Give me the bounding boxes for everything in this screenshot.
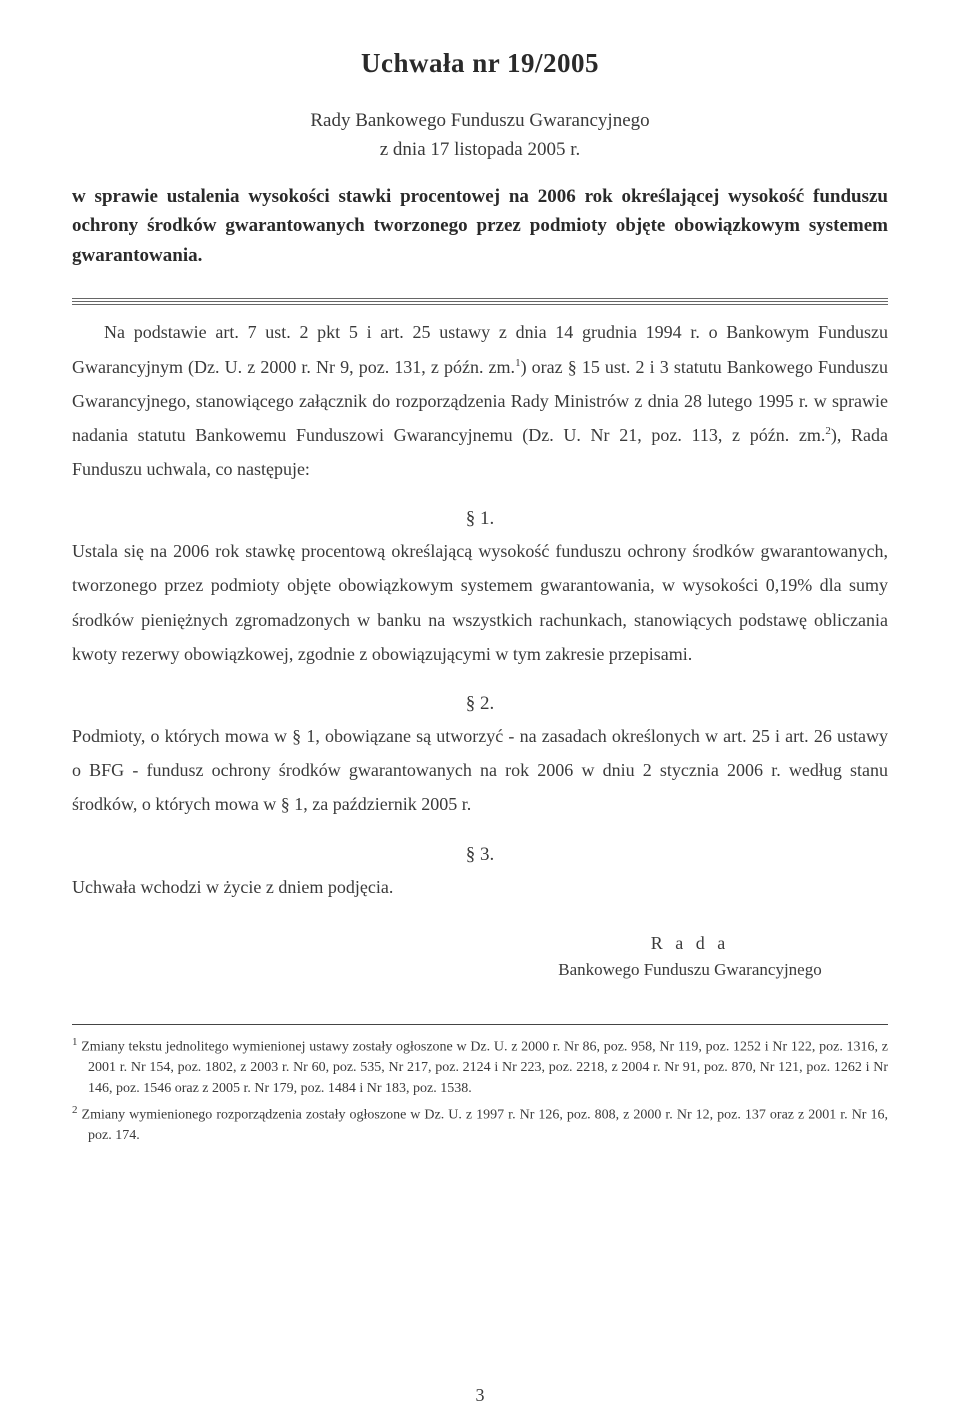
issuing-body: Rady Bankowego Funduszu Gwarancyjnego — [310, 110, 649, 131]
document-subtitle: Rady Bankowego Funduszu Gwarancyjnego z … — [72, 107, 888, 164]
document-title: Uchwała nr 19/2005 — [72, 48, 888, 79]
section-1-number: § 1. — [72, 508, 888, 530]
document-date: z dnia 17 listopada 2005 r. — [380, 139, 581, 160]
document-subject: w sprawie ustalenia wysokości stawki pro… — [72, 182, 888, 270]
page-number: 3 — [0, 1385, 960, 1406]
signature-block: R a d a Bankowego Funduszu Gwarancyjnego — [72, 930, 888, 983]
signature-body: Bankowego Funduszu Gwarancyjnego — [492, 957, 888, 983]
footnote-1-text: Zmiany tekstu jednolitego wymienionej us… — [78, 1040, 889, 1096]
signature-title: R a d a — [492, 930, 888, 957]
section-2-number: § 2. — [72, 693, 888, 715]
section-1-text: Ustala się na 2006 rok stawkę procentową… — [72, 534, 888, 671]
section-2-text: Podmioty, o których mowa w § 1, obowiąza… — [72, 719, 888, 822]
divider-line — [72, 298, 888, 299]
section-3-text: Uchwała wchodzi w życie z dniem podjęcia… — [72, 870, 888, 904]
divider-group — [72, 298, 888, 305]
footnote-1: 1 Zmiany tekstu jednolitego wymienionej … — [72, 1035, 888, 1099]
divider-line — [72, 301, 888, 302]
preamble-paragraph: Na podstawie art. 7 ust. 2 pkt 5 i art. … — [72, 315, 888, 486]
footnote-2: 2 Zmiany wymienionego rozporządzenia zos… — [72, 1103, 888, 1146]
footnote-divider — [72, 1024, 888, 1025]
section-3-number: § 3. — [72, 844, 888, 866]
divider-line — [72, 304, 888, 305]
footnote-2-text: Zmiany wymienionego rozporządzenia zosta… — [78, 1107, 889, 1142]
